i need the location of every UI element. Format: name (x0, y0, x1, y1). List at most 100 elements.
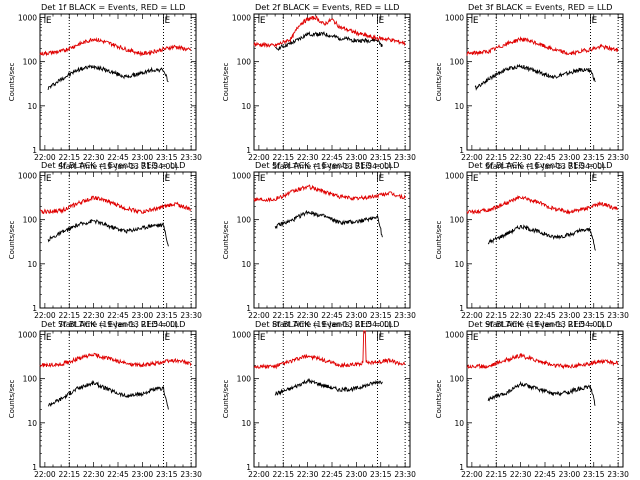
x-tick-label: 22:00 (248, 311, 270, 320)
x-tick-label: 22:30 (510, 311, 532, 320)
x-axis-label: Start Time (19-Jan-13 21:54:00) (485, 162, 605, 171)
x-tick-label: 22:30 (297, 153, 319, 162)
x-tick-label: 22:45 (321, 311, 343, 320)
panel-det-2f: Det 2f BLACK = Events, RED = LLD 1 10 100 10… (222, 2, 416, 171)
y-tick-label: 1000 (18, 330, 37, 339)
y-tick-label: 10 (241, 102, 251, 111)
x-axis-label: Start Time (19-Jan-13 21:54:00) (272, 320, 392, 329)
x-tick-label: 23:15 (156, 470, 178, 479)
x-tick-label: 23:30 (180, 470, 202, 479)
x-tick-label: 22:15 (272, 311, 294, 320)
series-events-line (47, 218, 169, 247)
x-tick-label: 22:45 (107, 311, 129, 320)
x-tick-label: 22:30 (510, 153, 532, 162)
series-lld-line (253, 184, 406, 203)
y-tick-label: 100 (23, 375, 38, 384)
y-tick-label: 10 (27, 419, 37, 428)
x-tick-label: 23:30 (607, 470, 629, 479)
x-axis-label: Start Time (19-Jan-13 21:54:00) (272, 162, 392, 171)
y-tick-label: 100 (450, 216, 465, 225)
y-tick-label: 100 (450, 58, 465, 67)
series-events-line (487, 380, 596, 406)
y-tick-label: 1000 (232, 171, 251, 180)
series-events-line (274, 209, 383, 238)
y-axis-label: Counts/sec (435, 221, 443, 260)
y-axis-label: Counts/sec (8, 63, 16, 102)
x-axis-label: Start Time (19-Jan-13 21:54:00) (58, 162, 178, 171)
x-tick-label: 23:15 (156, 311, 178, 320)
x-tick-label: 22:15 (485, 470, 507, 479)
event-marker-label: E (165, 174, 171, 184)
y-tick-label: 1 (459, 463, 464, 472)
x-tick-label: 23:30 (394, 153, 416, 162)
x-tick-label: 22:45 (321, 153, 343, 162)
x-tick-label: 22:45 (107, 153, 129, 162)
y-axis-label: Counts/sec (222, 221, 230, 260)
x-tick-label: 22:00 (34, 153, 56, 162)
plot-frame (253, 13, 411, 151)
series-lld-line (466, 352, 619, 370)
y-tick-label: 100 (237, 216, 252, 225)
x-tick-label: 22:30 (297, 470, 319, 479)
y-tick-label: 10 (454, 260, 464, 269)
y-tick-label: 10 (241, 260, 251, 269)
y-tick-label: 1000 (232, 13, 251, 22)
series-lld-line (253, 15, 406, 49)
x-tick-label: 23:15 (370, 311, 392, 320)
series-lld-line (466, 194, 619, 215)
panel-det-6f: Det 6f BLACK = Events, RED = LLD 1 10 100 10… (435, 160, 629, 329)
y-tick-label: 1 (246, 304, 251, 313)
panel-det-4f: Det 4f BLACK = Events, RED = LLD 1 10 100 10… (8, 160, 202, 329)
x-tick-label: 22:45 (534, 470, 556, 479)
panel-title: Det 7f BLACK = Events, RED = LLD (41, 319, 185, 329)
event-marker-label: E (473, 174, 479, 184)
x-tick-label: 22:00 (248, 153, 270, 162)
x-tick-label: 22:00 (461, 153, 483, 162)
y-tick-label: 10 (27, 102, 37, 111)
event-marker-label: E (260, 16, 266, 26)
panel-title: Det 2f BLACK = Events, RED = LLD (255, 2, 399, 12)
x-tick-label: 23:15 (583, 311, 605, 320)
event-marker-label: E (260, 333, 266, 343)
y-tick-label: 1000 (445, 171, 464, 180)
panel-title: Det 1f BLACK = Events, RED = LLD (41, 2, 185, 12)
y-tick-label: 1 (32, 463, 37, 472)
event-marker-label: E (46, 333, 52, 343)
x-tick-label: 23:00 (346, 311, 368, 320)
y-tick-label: 1 (32, 146, 37, 155)
x-axis-label: Start Time (19-Jan-13 21:54:00) (485, 320, 605, 329)
y-tick-label: 1000 (445, 330, 464, 339)
y-axis-label: Counts/sec (8, 380, 16, 419)
x-tick-label: 23:00 (346, 153, 368, 162)
x-tick-label: 22:15 (58, 311, 80, 320)
panel-title: Det 6f BLACK = Events, RED = LLD (468, 160, 612, 170)
y-tick-label: 100 (23, 216, 38, 225)
series-lld-line (466, 35, 619, 57)
x-tick-label: 22:45 (321, 470, 343, 479)
x-tick-label: 22:45 (534, 311, 556, 320)
x-tick-label: 23:15 (370, 153, 392, 162)
event-marker-label: E (165, 16, 171, 26)
event-marker-label: E (592, 16, 598, 26)
y-axis-label: Counts/sec (222, 63, 230, 102)
x-tick-label: 22:15 (272, 153, 294, 162)
y-tick-label: 10 (454, 102, 464, 111)
x-tick-label: 22:30 (510, 470, 532, 479)
x-tick-label: 22:30 (83, 153, 105, 162)
x-tick-label: 22:30 (297, 311, 319, 320)
series-events-line (474, 63, 596, 91)
y-axis-label: Counts/sec (435, 380, 443, 419)
y-axis-label: Counts/sec (8, 221, 16, 260)
x-tick-label: 23:00 (346, 470, 368, 479)
y-tick-label: 10 (27, 260, 37, 269)
plot-frame (253, 171, 411, 309)
series-lld-line (39, 195, 192, 215)
panel-title: Det 9f BLACK = Events, RED = LLD (468, 319, 612, 329)
panel-det-3f: Det 3f BLACK = Events, RED = LLD 1 10 100 10… (435, 2, 629, 171)
x-tick-label: 22:15 (485, 311, 507, 320)
plot-frame (39, 171, 197, 309)
event-marker-label: E (379, 333, 385, 343)
series-events-line (47, 380, 169, 410)
x-tick-label: 22:45 (534, 153, 556, 162)
